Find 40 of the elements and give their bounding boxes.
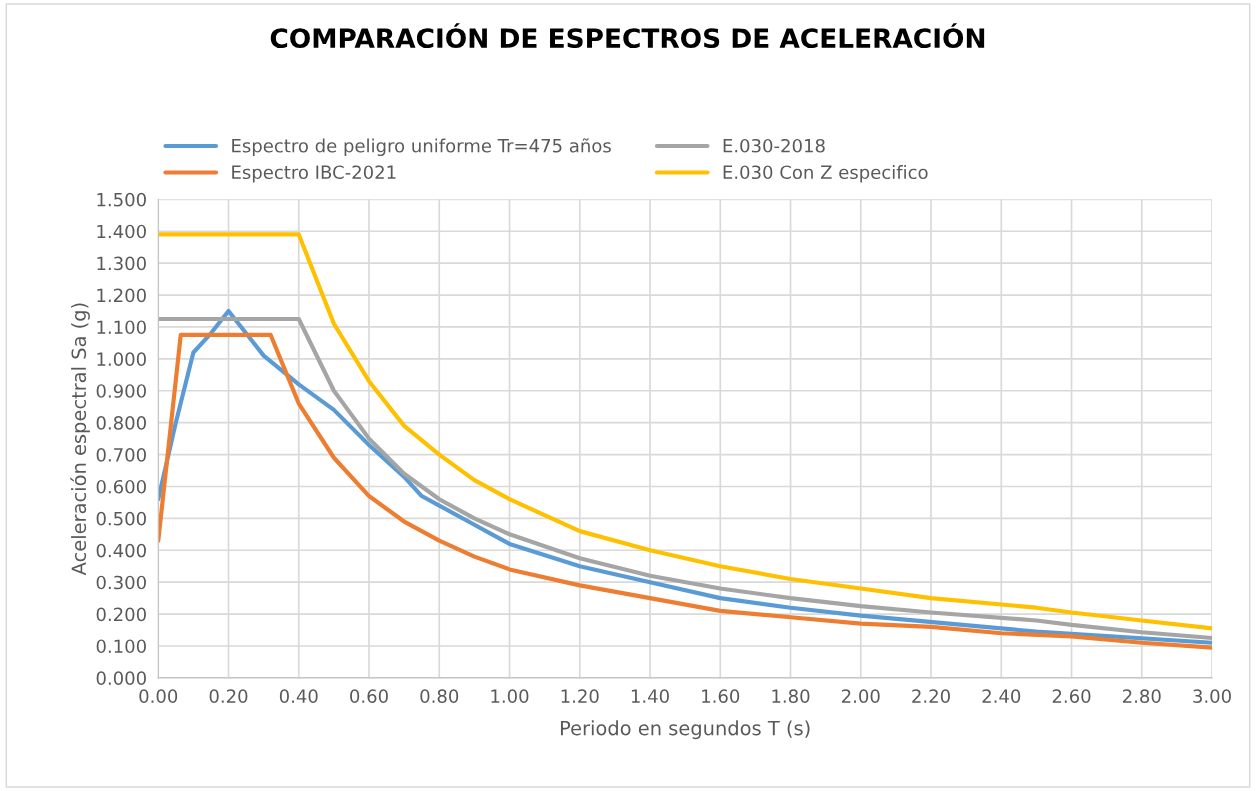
y-tick-label: 1.100 bbox=[97, 320, 146, 335]
legend-label: Espectro IBC-2021 bbox=[232, 165, 396, 183]
x-tick-label: 0.40 bbox=[279, 689, 318, 703]
x-tick-label: 2.40 bbox=[982, 689, 1021, 703]
chart-title: COMPARACIÓN DE ESPECTROS DE ACELERACIÓN bbox=[270, 23, 985, 49]
x-tick-label: 0.20 bbox=[209, 689, 248, 703]
y-tick-label: 0.500 bbox=[96, 511, 146, 526]
x-tick-label: 2.00 bbox=[842, 689, 880, 703]
x-tick-label: 2.20 bbox=[912, 689, 950, 703]
x-tick-label: 0.80 bbox=[420, 689, 459, 703]
line-series bbox=[158, 232, 1213, 631]
y-tick-label: 1.300 bbox=[97, 256, 146, 271]
x-tick-label: 1.20 bbox=[561, 689, 599, 703]
y-tick-label: 1.200 bbox=[97, 288, 146, 303]
y-axis-title: Aceleración espectral Sa (g) bbox=[70, 303, 90, 576]
x-tick-label: 0.00 bbox=[139, 689, 178, 703]
y-tick-label: 0.400 bbox=[96, 543, 146, 558]
y-tick-label: 0.600 bbox=[96, 479, 146, 494]
y-tick-label: 0.000 bbox=[96, 671, 146, 685]
y-tick-label: 0.200 bbox=[96, 607, 146, 622]
y-tick-label: 1.000 bbox=[97, 352, 146, 366]
y-tick-label: 0.900 bbox=[96, 384, 146, 398]
y-tick-label: 0.300 bbox=[96, 575, 146, 590]
x-tick-label: 1.60 bbox=[702, 689, 740, 703]
x-tick-label: 1.80 bbox=[772, 689, 810, 703]
y-tick-label: 1.500 bbox=[97, 192, 146, 207]
legend-label: E.030-2018 bbox=[723, 138, 825, 153]
x-tick-label: 2.60 bbox=[1052, 689, 1091, 703]
legend-label: Espectro de peligro uniforme Tr=475 años bbox=[232, 138, 611, 157]
x-tick-label: 3.00 bbox=[1193, 689, 1231, 703]
x-axis-title: Periodo en segundos T (s) bbox=[560, 720, 810, 740]
y-tick-label: 0.800 bbox=[96, 416, 146, 430]
x-tick-label: 0.60 bbox=[350, 689, 388, 703]
legend-label: E.030 Con Z especifico bbox=[723, 165, 928, 183]
y-tick-label: 1.400 bbox=[97, 224, 146, 239]
y-tick-label: 0.700 bbox=[96, 448, 146, 462]
x-tick-label: 2.80 bbox=[1123, 689, 1161, 703]
x-tick-label: 1.40 bbox=[631, 689, 669, 703]
y-tick-label: 0.100 bbox=[96, 639, 146, 654]
x-tick-label: 1.00 bbox=[491, 689, 529, 703]
